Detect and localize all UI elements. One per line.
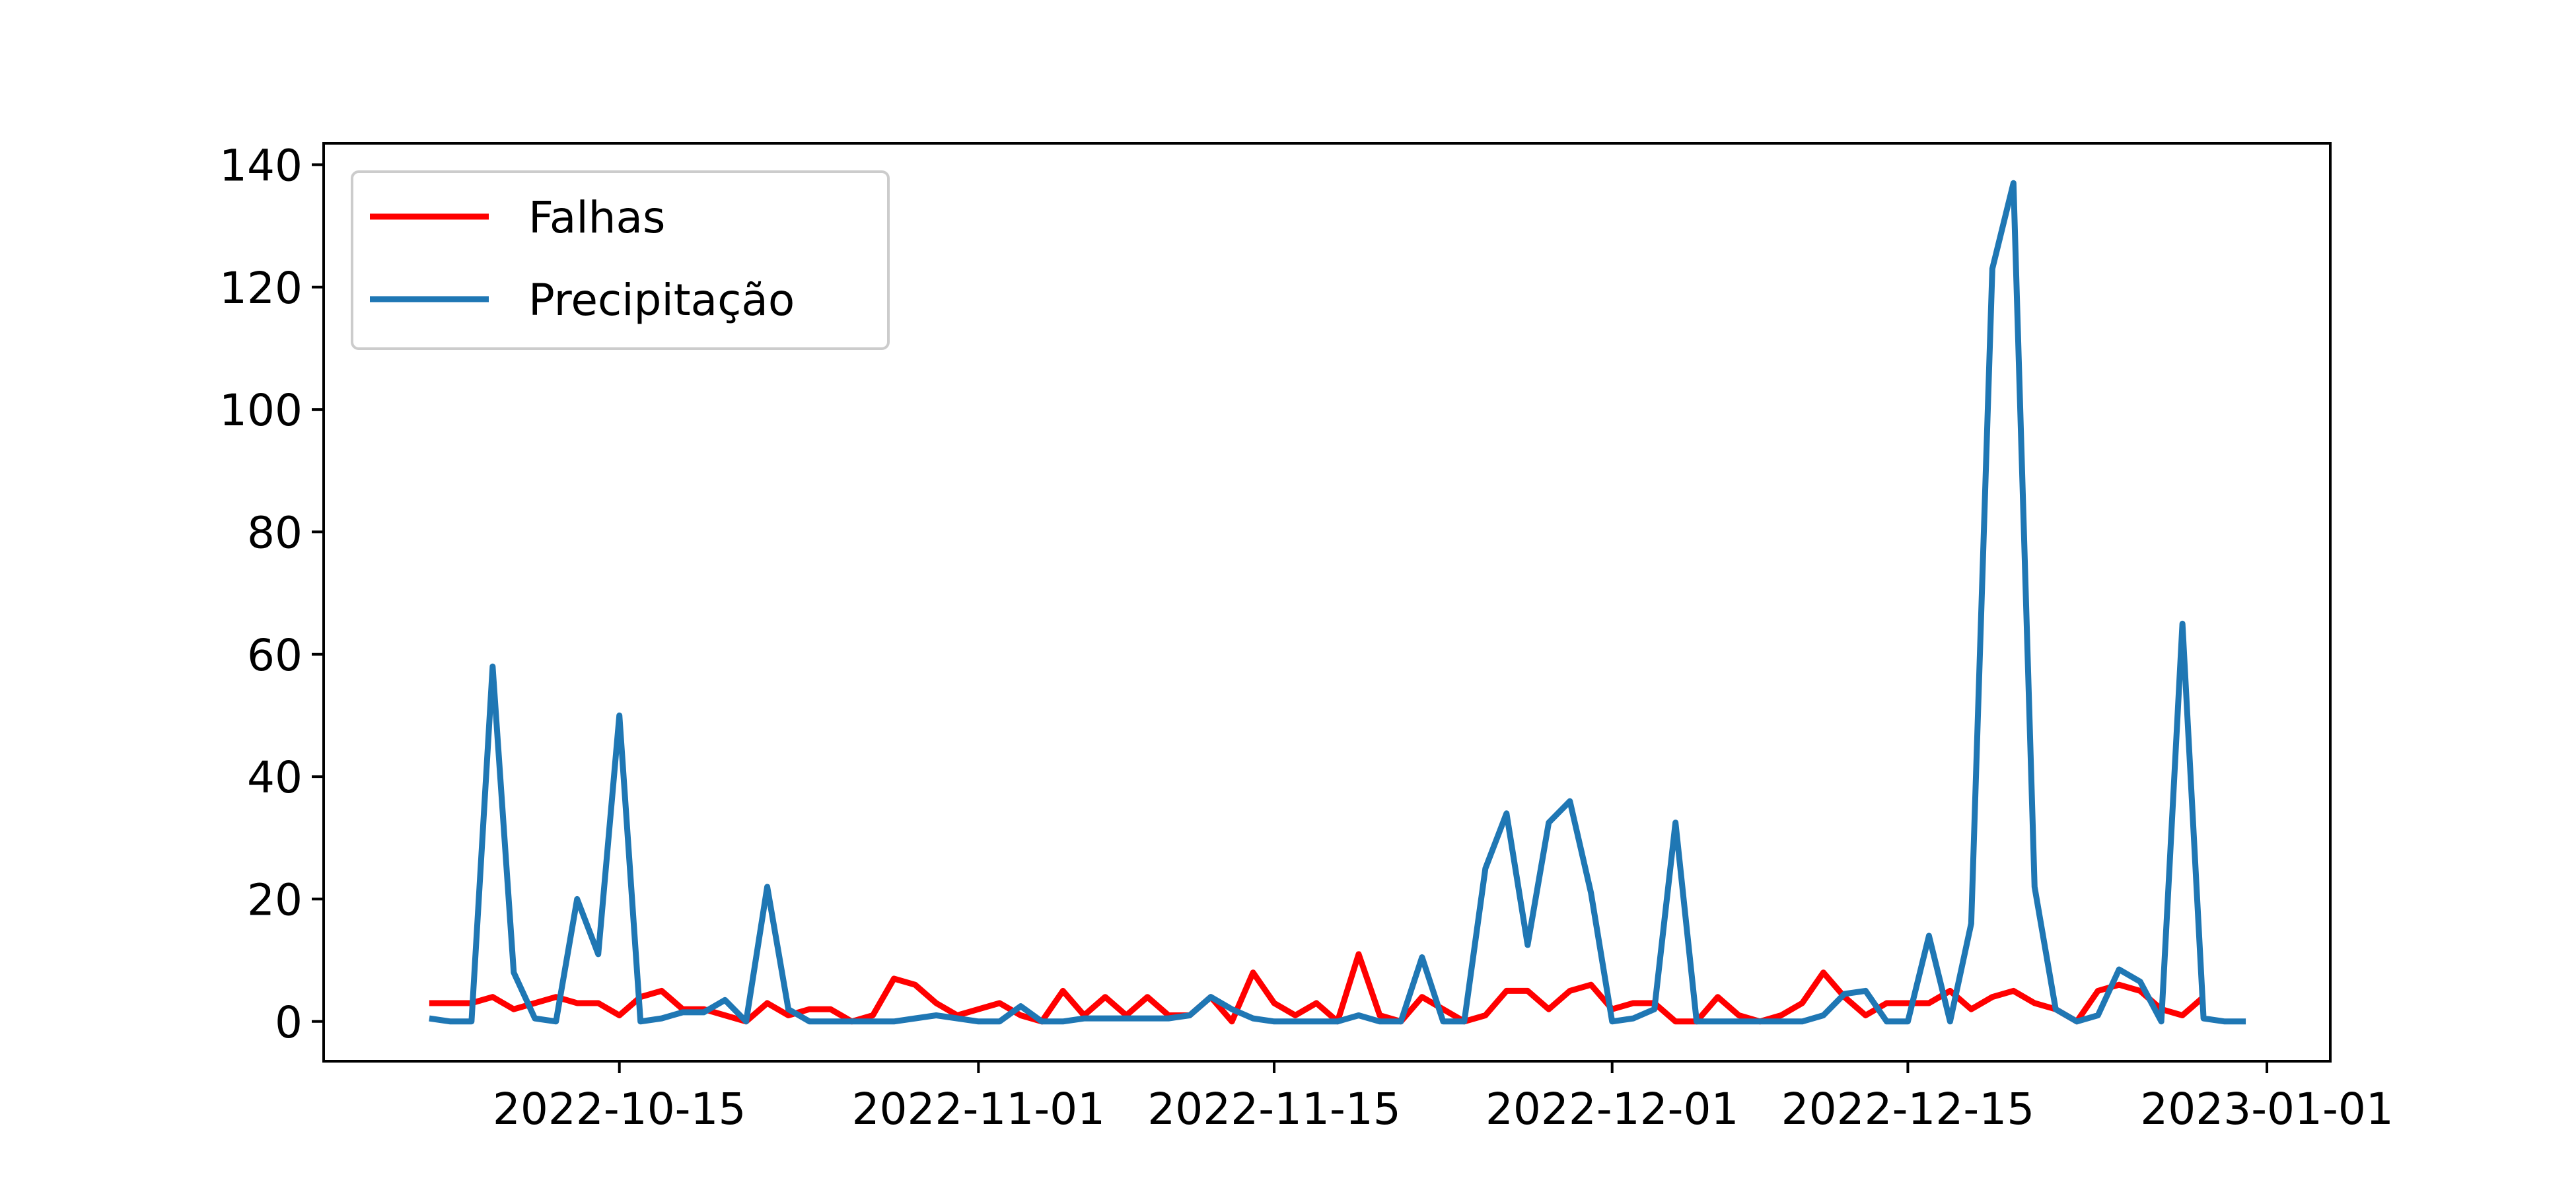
plot-frame	[322, 142, 2332, 1063]
x-tick-label-4: 2022-12-15	[1781, 1084, 2035, 1135]
y-tick-label-1: 20	[247, 874, 303, 925]
y-tick-label-3: 60	[247, 630, 303, 681]
y-tick-label-4: 80	[247, 507, 303, 558]
y-tick-label-5: 100	[219, 385, 303, 436]
series-line-1	[429, 180, 2246, 1025]
series-line-0	[429, 951, 2206, 1025]
x-tick-label-3: 2022-12-01	[1485, 1084, 1739, 1135]
y-axis: 0 20 40 60 80 100 120 140	[219, 140, 324, 1048]
x-tick-label-2: 2022-11-15	[1147, 1084, 1401, 1135]
y-tick-label-0: 0	[275, 997, 303, 1048]
legend-label-0: Falhas	[528, 192, 665, 243]
legend: Falhas Precipitação	[351, 170, 890, 350]
y-tick-label-6: 120	[219, 263, 303, 314]
x-tick-label-0: 2022-10-15	[493, 1084, 746, 1135]
x-axis: 2022-10-15 2022-11-01 2022-11-15 2022-12-01…	[493, 1061, 2394, 1135]
y-tick-label-7: 140	[219, 140, 303, 191]
legend-label-1: Precipitação	[528, 275, 795, 326]
series-layer	[429, 180, 2246, 1025]
y-tick-label-2: 40	[247, 752, 303, 803]
x-tick-label-1: 2022-11-01	[852, 1084, 1106, 1135]
x-tick-label-5: 2023-01-01	[2140, 1084, 2394, 1135]
